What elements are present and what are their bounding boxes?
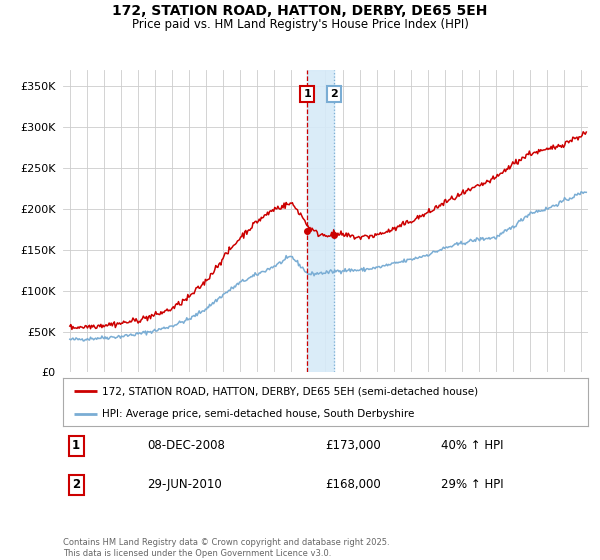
Text: Contains HM Land Registry data © Crown copyright and database right 2025.
This d: Contains HM Land Registry data © Crown c… — [63, 538, 389, 558]
Text: HPI: Average price, semi-detached house, South Derbyshire: HPI: Average price, semi-detached house,… — [103, 409, 415, 419]
Text: £168,000: £168,000 — [325, 478, 381, 492]
Text: 172, STATION ROAD, HATTON, DERBY, DE65 5EH: 172, STATION ROAD, HATTON, DERBY, DE65 5… — [112, 4, 488, 18]
Text: 1: 1 — [303, 89, 311, 99]
Text: £173,000: £173,000 — [325, 439, 381, 452]
Text: 29% ↑ HPI: 29% ↑ HPI — [441, 478, 503, 492]
Text: 1: 1 — [72, 439, 80, 452]
Text: 29-JUN-2010: 29-JUN-2010 — [147, 478, 222, 492]
Text: 2: 2 — [72, 478, 80, 492]
Text: 172, STATION ROAD, HATTON, DERBY, DE65 5EH (semi-detached house): 172, STATION ROAD, HATTON, DERBY, DE65 5… — [103, 386, 479, 396]
Text: Price paid vs. HM Land Registry's House Price Index (HPI): Price paid vs. HM Land Registry's House … — [131, 18, 469, 31]
Text: 40% ↑ HPI: 40% ↑ HPI — [441, 439, 503, 452]
Text: 2: 2 — [330, 89, 338, 99]
Bar — [307, 70, 334, 372]
Text: 08-DEC-2008: 08-DEC-2008 — [147, 439, 225, 452]
